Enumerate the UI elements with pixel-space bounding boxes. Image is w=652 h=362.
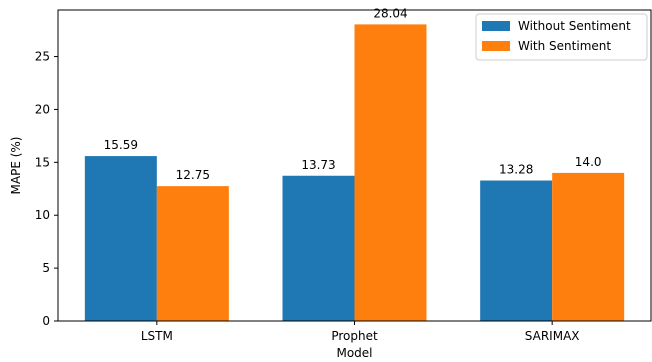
bar-value-label: 15.59 <box>104 138 138 152</box>
bar-value-label: 28.04 <box>373 6 407 20</box>
bar-value-label: 12.75 <box>176 168 210 182</box>
legend-box <box>475 13 648 61</box>
y-axis-title: MAPE (%) <box>9 137 23 195</box>
bar-value-label: 13.73 <box>301 158 335 172</box>
bar-value-label: 13.28 <box>499 163 533 177</box>
x-tick-label: Prophet <box>331 329 378 343</box>
y-tick-label: 5 <box>42 261 50 275</box>
bar-sarimax-series-2 <box>552 172 625 321</box>
bars-layer <box>84 24 625 322</box>
legend-swatch <box>482 21 510 31</box>
legend: Without Sentiment With Sentiment <box>475 13 648 61</box>
x-tick-label: LSTM <box>141 329 173 343</box>
y-tick-label: 20 <box>35 102 50 116</box>
bar-sarimax-series-1 <box>480 180 553 321</box>
x-axis: LSTM Prophet SARIMAX <box>141 321 580 343</box>
y-tick-label: 10 <box>35 208 50 222</box>
legend-swatch <box>482 41 510 51</box>
x-tick-label: SARIMAX <box>525 329 580 343</box>
y-tick-label: 15 <box>35 155 50 169</box>
x-axis-title: Model <box>336 346 372 360</box>
y-tick-label: 0 <box>42 314 50 328</box>
bar-lstm-series-1 <box>84 156 157 321</box>
legend-entry-label: With Sentiment <box>518 39 611 53</box>
bar-value-label: 14.0 <box>575 155 602 169</box>
legend-entry-label: Without Sentiment <box>518 19 631 33</box>
bar-lstm-series-2 <box>156 186 229 321</box>
bar-prophet-series-1 <box>282 175 355 321</box>
y-axis: 0 5 10 15 20 25 <box>35 50 58 328</box>
y-tick-label: 25 <box>35 50 50 64</box>
bar-prophet-series-2 <box>354 24 427 322</box>
